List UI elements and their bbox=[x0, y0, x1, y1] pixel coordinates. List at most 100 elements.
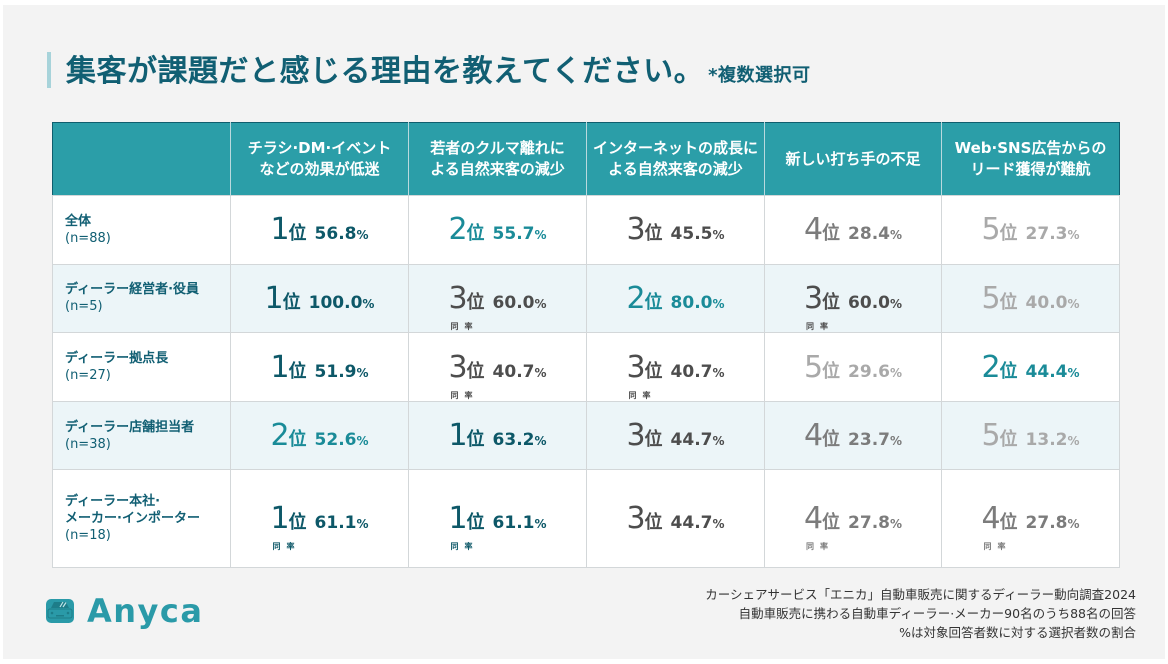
percentage-value: 27.8 bbox=[848, 513, 890, 534]
percent-sign: % bbox=[356, 365, 369, 380]
percent-sign: % bbox=[362, 296, 375, 311]
percentage-value: 60.0 bbox=[848, 292, 890, 313]
percent-sign: % bbox=[534, 517, 547, 532]
rank-number: 5 bbox=[981, 212, 1000, 248]
rank-suffix: 位 bbox=[999, 360, 1018, 382]
percentage-value: 61.1 bbox=[314, 513, 357, 534]
rank-cell: 1位 100.0% bbox=[230, 263, 409, 334]
percentage-value: 45.5 bbox=[670, 224, 713, 245]
percentage-value: 63.2 bbox=[492, 430, 535, 451]
logo-text: Anyca bbox=[87, 592, 204, 630]
rank-number: 2 bbox=[981, 349, 1000, 385]
rank-number: 1 bbox=[270, 501, 289, 537]
rank-cell: 1位 63.2% bbox=[408, 400, 587, 471]
rank-cell: 3位 40.7% 同率 bbox=[586, 332, 765, 402]
title-note: *複数選択可 bbox=[708, 65, 811, 86]
rank-cell: 4位 28.4% bbox=[764, 195, 942, 265]
rank-suffix: 位 bbox=[466, 429, 485, 451]
column-header-line: などの効果が低迷 bbox=[259, 160, 380, 178]
rank-cell: 4位 27.8% 同率 bbox=[941, 469, 1120, 568]
tie-label: 同率 bbox=[450, 542, 479, 552]
rank-number: 1 bbox=[270, 212, 289, 248]
rank-number: 3 bbox=[448, 349, 467, 385]
percentage-value: 44.7 bbox=[670, 430, 713, 451]
percent-sign: % bbox=[1067, 365, 1080, 380]
percent-sign: % bbox=[890, 517, 903, 532]
percentage-value: 23.7 bbox=[848, 430, 890, 451]
table-row: ディーラー本社· メーカー·インポーター (n=18) 1位 61.1% 同率 1位 61.1… bbox=[52, 469, 1120, 568]
percent-sign: % bbox=[1067, 228, 1080, 243]
row-label-text: メーカー·インポーター bbox=[65, 511, 200, 527]
percent-sign: % bbox=[356, 228, 369, 243]
rank-cell: 2位 44.4% bbox=[941, 332, 1120, 402]
percent-sign: % bbox=[534, 228, 547, 243]
rank-number: 1 bbox=[270, 349, 289, 385]
percentage-value: 44.4 bbox=[1025, 361, 1068, 382]
rank-cell: 1位 51.9% bbox=[230, 332, 409, 402]
rank-suffix: 位 bbox=[822, 512, 841, 534]
tie-label: 同率 bbox=[983, 542, 1012, 552]
column-header-line: よる自然来客の減少 bbox=[608, 160, 743, 178]
row-label: 全体 (n=88) bbox=[52, 195, 231, 265]
rank-number: 3 bbox=[626, 501, 645, 537]
table-row: ディーラー拠点長 (n=27) 1位 51.9% 3位 40.7% 同率 3位 40.7% 同率 5… bbox=[52, 332, 1120, 402]
rank-suffix: 位 bbox=[644, 429, 663, 451]
percentage-value: 56.8 bbox=[314, 224, 357, 245]
percent-sign: % bbox=[1067, 517, 1080, 532]
percent-sign: % bbox=[890, 365, 903, 380]
source-line: 自動車販売に携わる自動車ディーラー·メーカー90名のうち88名の回答 bbox=[738, 606, 1136, 621]
sample-size: (n=38) bbox=[65, 436, 111, 452]
percentage-value: 29.6 bbox=[848, 361, 890, 382]
header-corner bbox=[52, 122, 231, 196]
percentage-value: 40.7 bbox=[492, 361, 535, 382]
row-label-text: ディーラー本社· bbox=[65, 494, 161, 510]
rank-cell: 3位 44.7% bbox=[586, 469, 765, 568]
percentage-value: 40.0 bbox=[1025, 292, 1068, 313]
rank-number: 4 bbox=[803, 418, 823, 454]
source-line: カーシェアサービス「エニカ」自動車販売に関するディーラー動向調査2024 bbox=[705, 587, 1136, 602]
percent-sign: % bbox=[890, 434, 903, 449]
rank-cell: 2位 80.0% bbox=[586, 263, 765, 334]
title-accent-bar bbox=[47, 52, 51, 88]
rank-number: 1 bbox=[448, 501, 467, 537]
rank-cell: 3位 44.7% bbox=[586, 400, 765, 471]
rank-suffix: 位 bbox=[466, 512, 485, 534]
column-header: Web·SNS広告からの リード獲得が難航 bbox=[941, 122, 1120, 196]
percent-sign: % bbox=[1067, 434, 1080, 449]
rank-suffix: 位 bbox=[288, 429, 307, 451]
percentage-value: 52.6 bbox=[314, 430, 357, 451]
rank-suffix: 位 bbox=[466, 360, 485, 382]
rank-cell: 5位 27.3% bbox=[941, 195, 1120, 265]
rank-number: 4 bbox=[803, 501, 823, 537]
rank-suffix: 位 bbox=[822, 223, 841, 245]
results-table: チラシ·DM·イベント などの効果が低迷 若者のクルマ離れに よる自然来客の減少 イ… bbox=[52, 122, 1120, 568]
rank-number: 4 bbox=[981, 501, 1000, 537]
row-label: ディーラー拠点長 (n=27) bbox=[52, 332, 231, 402]
source-notes: カーシェアサービス「エニカ」自動車販売に関するディーラー動向調査2024 自動車… bbox=[705, 585, 1136, 642]
rank-suffix: 位 bbox=[288, 360, 307, 382]
percent-sign: % bbox=[1067, 296, 1080, 311]
tie-label: 同率 bbox=[450, 390, 479, 400]
rank-cell: 2位 52.6% bbox=[230, 400, 409, 471]
title-main: 集客が課題だと感じる理由を教えてください。 bbox=[66, 54, 705, 89]
column-header: インターネットの成長に よる自然来客の減少 bbox=[586, 122, 765, 196]
column-header-line: よる自然来客の減少 bbox=[430, 160, 565, 178]
row-label: ディーラー経営者·役員 (n=5) bbox=[52, 263, 231, 334]
percentage-value: 40.7 bbox=[670, 361, 713, 382]
percent-sign: % bbox=[712, 228, 725, 243]
rank-suffix: 位 bbox=[822, 429, 841, 451]
percentage-value: 13.2 bbox=[1025, 430, 1068, 451]
percent-sign: % bbox=[356, 517, 369, 532]
percent-sign: % bbox=[534, 296, 547, 311]
percentage-value: 27.3 bbox=[1025, 224, 1068, 245]
rank-suffix: 位 bbox=[288, 512, 307, 534]
percentage-value: 44.7 bbox=[670, 513, 713, 534]
rank-cell: 3位 60.0% 同率 bbox=[408, 263, 587, 334]
anyca-logo: Anyca bbox=[45, 592, 203, 630]
rank-number: 4 bbox=[803, 212, 823, 248]
percent-sign: % bbox=[890, 296, 903, 311]
rank-number: 3 bbox=[626, 418, 645, 454]
rank-suffix: 位 bbox=[644, 223, 663, 245]
rank-number: 2 bbox=[626, 280, 645, 316]
rank-cell: 1位 56.8% bbox=[230, 195, 409, 265]
